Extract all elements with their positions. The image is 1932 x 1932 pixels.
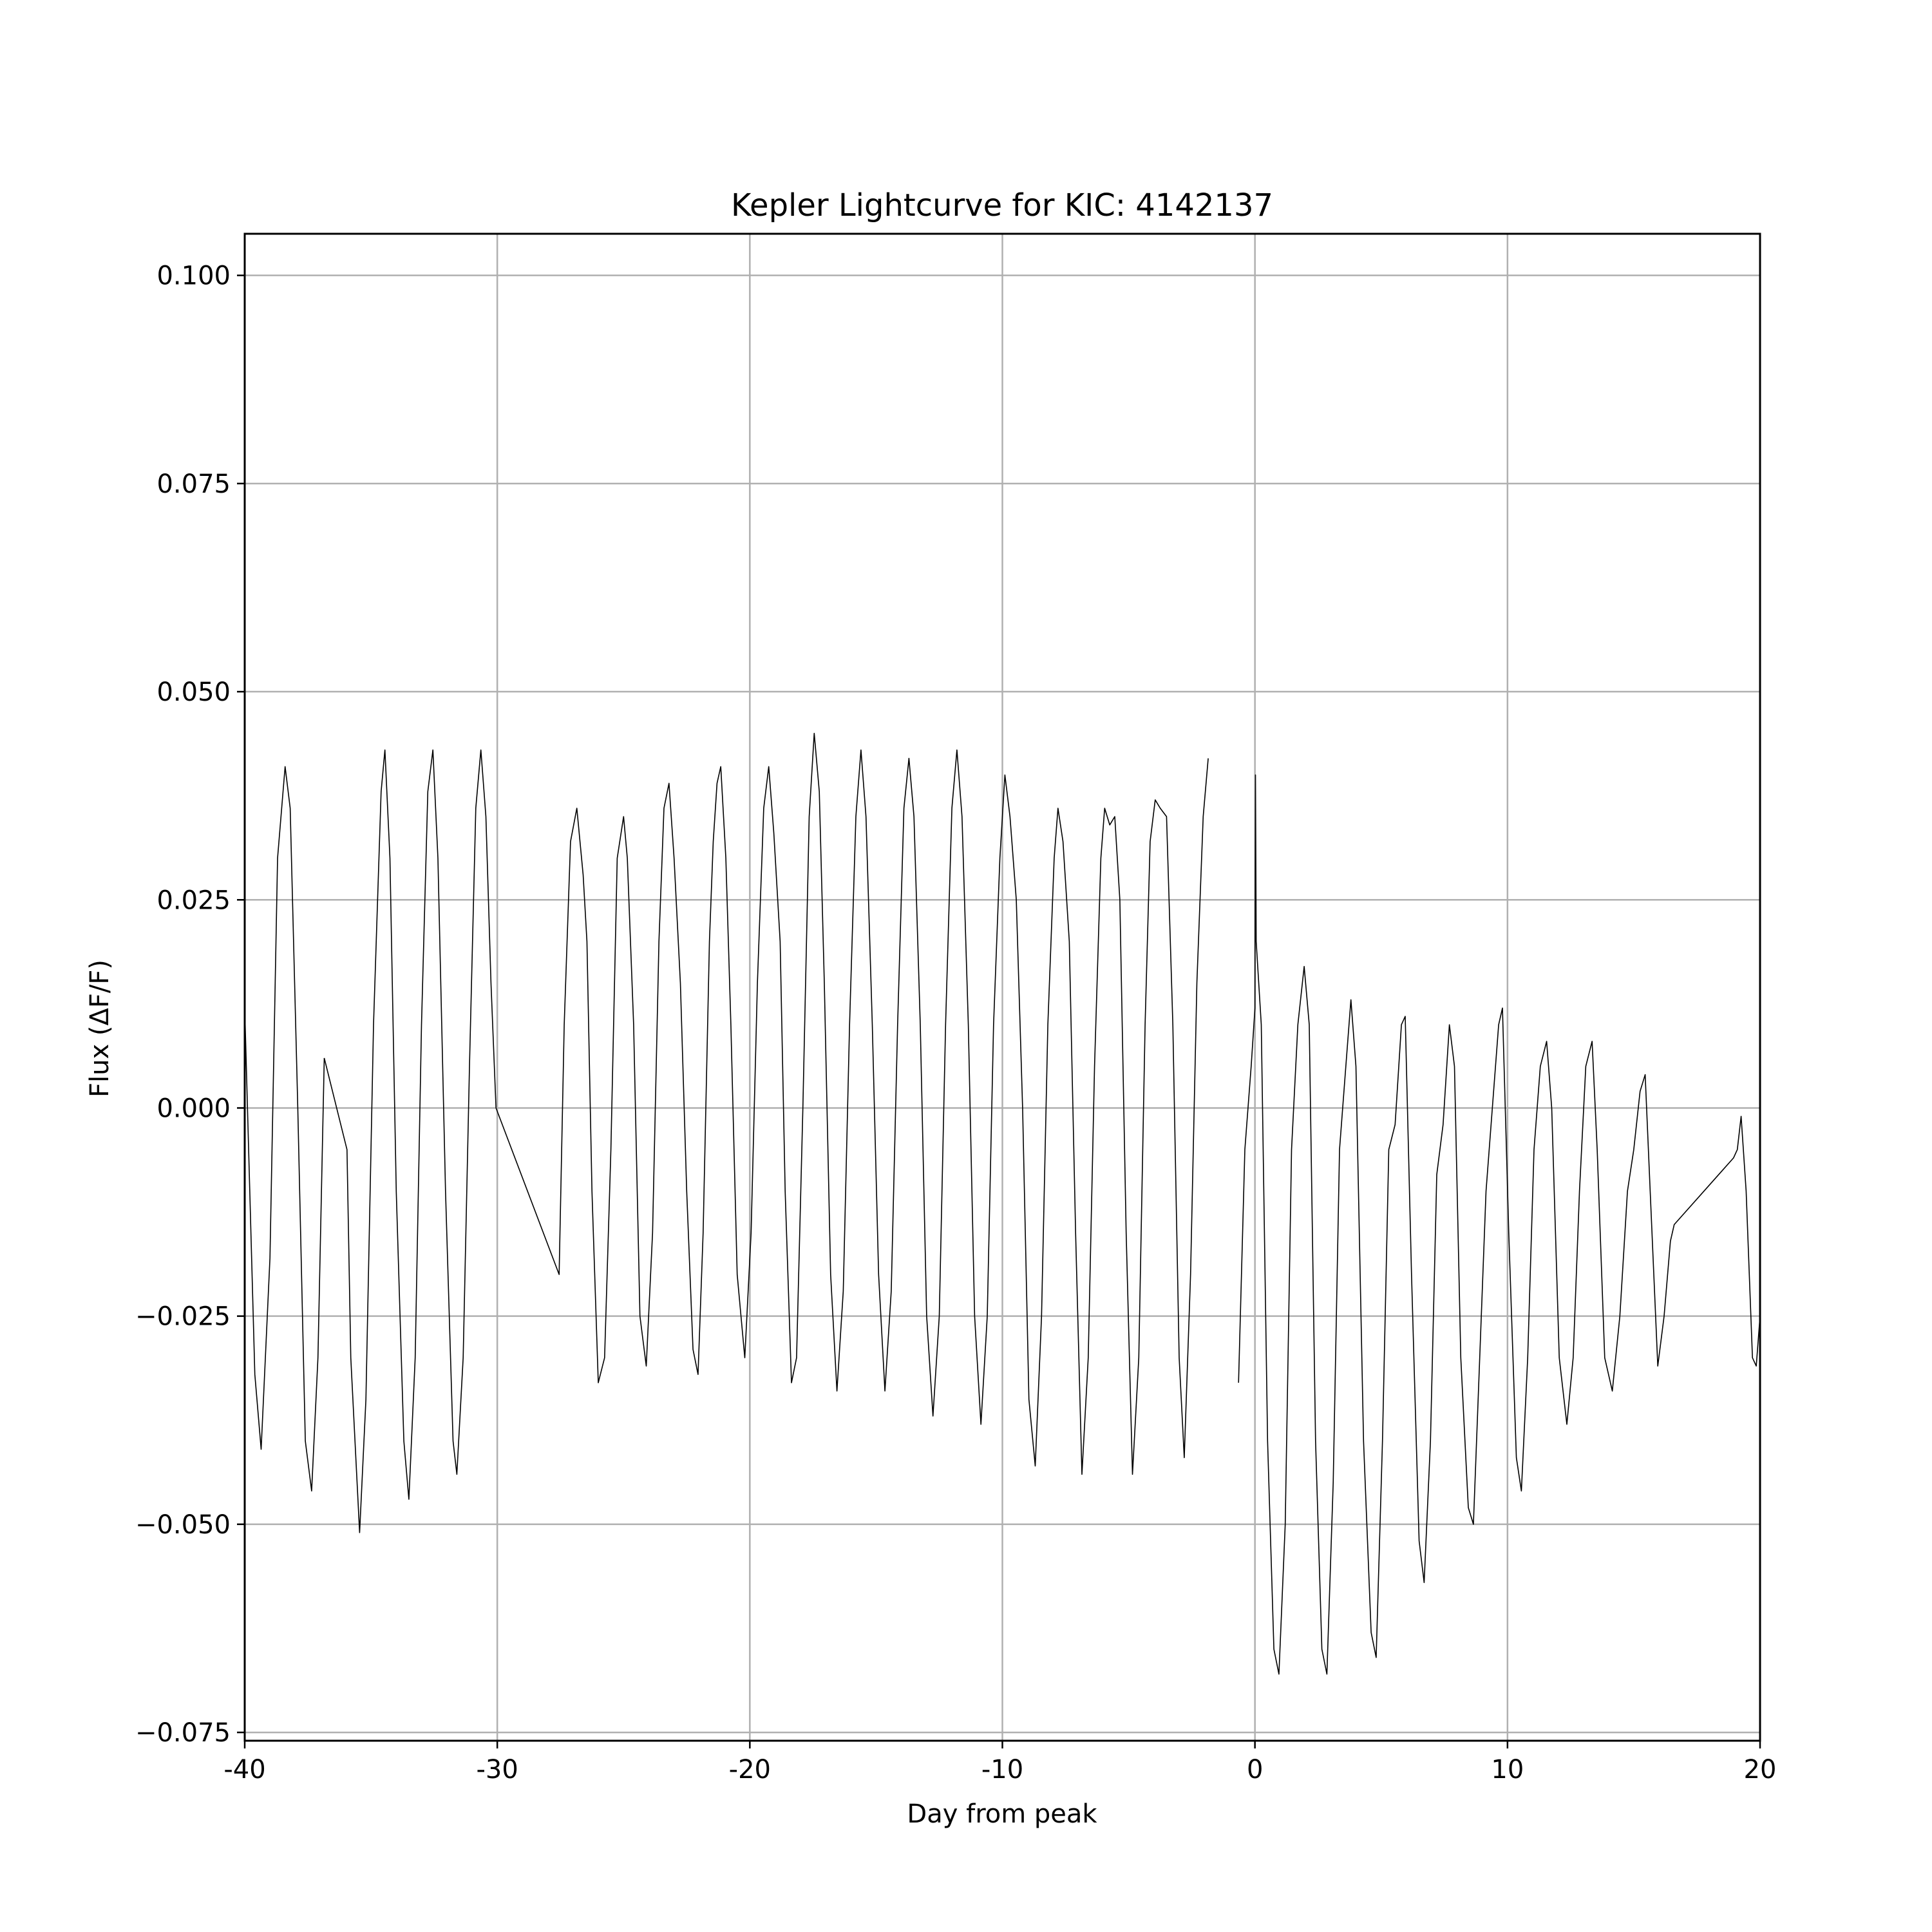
x-tick-label: 10 bbox=[1491, 1755, 1524, 1785]
y-tick-label: 0.100 bbox=[156, 261, 231, 291]
y-axis-ticks: −0.075 −0.050 −0.025 0.000 0.025 0.050 0.075 0.… bbox=[135, 261, 245, 1748]
y-tick-label: −0.025 bbox=[135, 1302, 231, 1332]
chart-title: Kepler Lightcurve for KIC: 4142137 bbox=[731, 187, 1273, 223]
y-tick-label: −0.050 bbox=[135, 1510, 231, 1540]
lightcurve-series bbox=[244, 732, 1761, 1675]
y-tick-label: −0.075 bbox=[135, 1718, 231, 1748]
x-axis-label: Day from peak bbox=[907, 1799, 1097, 1829]
x-tick-label: 20 bbox=[1744, 1755, 1777, 1785]
y-tick-label: 0.075 bbox=[156, 469, 231, 499]
x-tick-label: -20 bbox=[729, 1755, 771, 1785]
lightcurve-line bbox=[495, 732, 1209, 1475]
x-tick-label: -30 bbox=[476, 1755, 518, 1785]
x-tick-label: 0 bbox=[1247, 1755, 1263, 1785]
lightcurve-line bbox=[244, 766, 325, 1492]
y-tick-label: 0.050 bbox=[156, 677, 231, 707]
x-tick-label: -40 bbox=[223, 1755, 265, 1785]
x-tick-label: -10 bbox=[981, 1755, 1023, 1785]
y-axis-label: Flux (ΔF/F) bbox=[85, 960, 115, 1097]
y-tick-label: 0.000 bbox=[156, 1094, 231, 1123]
x-axis-ticks: -40 -30 -20 -10 0 10 20 bbox=[223, 1741, 1776, 1785]
y-tick-label: 0.025 bbox=[156, 886, 231, 915]
lightcurve-line bbox=[323, 749, 497, 1533]
lightcurve-line bbox=[1238, 774, 1761, 1675]
